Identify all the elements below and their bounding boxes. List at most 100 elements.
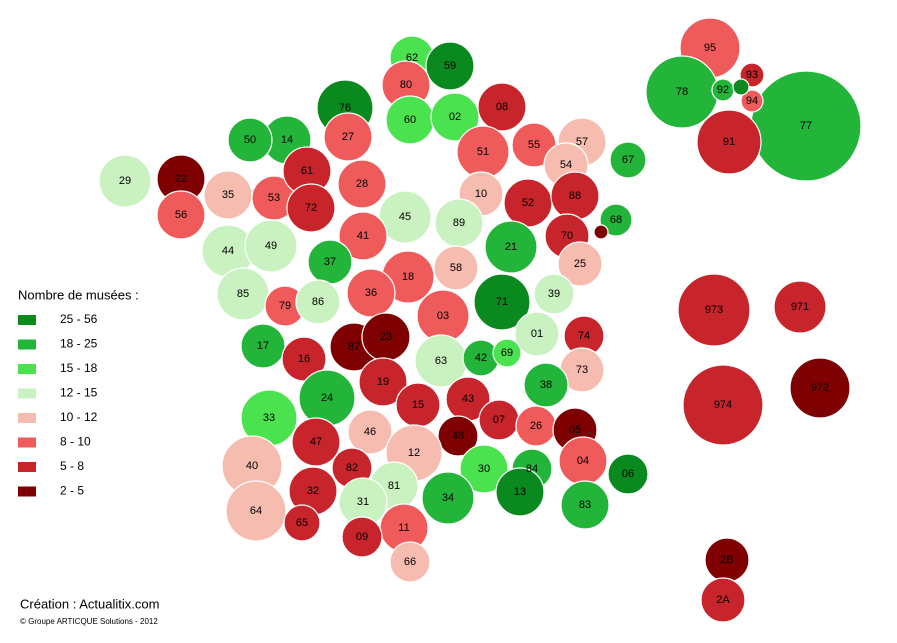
department [514,311,560,357]
legend-swatch [18,462,36,472]
department-label: 86 [312,296,324,308]
department-label: 76 [339,102,351,114]
legend-label: 2 - 5 [60,484,84,498]
department-label: 06 [622,468,634,480]
department [700,577,746,623]
legend-swatch [18,388,36,399]
legend-swatch [18,364,36,374]
department-label: 02 [449,111,461,123]
map-shapes [98,17,862,623]
legend-swatch [18,413,36,423]
department-label: 84 [526,463,538,475]
department-label: 49 [265,240,277,252]
department-label: 39 [548,288,560,300]
department-label: 14 [281,134,293,146]
legend-swatch [18,315,36,325]
department [492,338,522,368]
department [378,190,432,244]
department [533,273,575,315]
department-label: 27 [342,131,354,143]
department-label: 31 [357,496,369,508]
legend-label: 18 - 25 [60,337,98,351]
department-label: 44 [222,245,234,257]
department-label: 2A [716,594,730,606]
department [341,516,383,558]
legend-label: 5 - 8 [60,459,84,473]
department-label: 65 [296,517,308,529]
department [291,417,341,467]
department-label: 40 [246,460,258,472]
department-label: 2B [720,554,733,566]
department-label: 93 [746,69,758,81]
department-label: 04 [577,455,589,467]
department [337,159,387,209]
department-label: 08 [496,101,508,113]
department-label: 68 [610,214,622,226]
department [789,357,851,419]
department-label: 12 [408,447,420,459]
department [484,220,538,274]
department [286,183,336,233]
department-label: 972 [811,382,829,394]
department-label: 41 [357,230,369,242]
department [599,203,633,237]
department-label: 29 [119,175,131,187]
department-label: 01 [531,328,543,340]
department-label: 17 [257,340,269,352]
department [557,241,603,287]
department-label: 25 [574,258,586,270]
department-label: 51 [477,146,489,158]
department [244,219,298,273]
department-label: 45 [399,211,411,223]
department-label: 47 [310,436,322,448]
department-label: 24 [321,392,333,404]
copyright: © Groupe ARTICQUE Solutions - 2012 [20,617,158,626]
department-label: 72 [305,202,317,214]
department [240,323,286,369]
credit: Création : Actualitix.com [20,596,159,611]
department [682,364,764,446]
department [358,357,408,407]
legend-swatch [18,339,36,350]
department-label: 83 [579,499,591,511]
department [283,504,321,542]
department-label: 35 [222,189,234,201]
department-label: 46 [364,426,376,438]
department [560,480,610,530]
department-label: 55 [528,139,540,151]
department [421,471,475,525]
department-label: 30 [478,463,490,475]
department-label: 38 [540,379,552,391]
department-label: 85 [237,288,249,300]
department [437,415,479,457]
department-label: 33 [263,412,275,424]
department-label: 03 [437,310,449,322]
department-label: 91 [723,136,735,148]
department-label: 92 [717,84,729,96]
department-label: 52 [522,197,534,209]
department-label: 23 [380,331,392,343]
department [295,279,341,325]
legend-label: 12 - 15 [60,386,98,400]
legend-label: 15 - 18 [60,361,98,375]
department-label: 37 [324,256,336,268]
department-label: 57 [576,136,588,148]
department-label: 59 [444,60,456,72]
department-label: 95 [704,42,716,54]
department [433,245,479,291]
department-label: 974 [714,399,732,411]
legend: 25 - 56 18 - 25 15 - 18 12 - 15 10 - 12 8 - 1… [18,312,98,498]
department-label: 70 [561,230,573,242]
department-label: 28 [356,178,368,190]
department-label: 63 [435,355,447,367]
department-label: 56 [175,209,187,221]
department-label: 64 [250,505,262,517]
department [425,41,475,91]
department [156,190,206,240]
department-label: 67 [622,154,634,166]
legend-label: 10 - 12 [60,410,98,424]
department-label: 79 [279,300,291,312]
department-label: 61 [301,165,313,177]
department-label: 53 [268,192,280,204]
